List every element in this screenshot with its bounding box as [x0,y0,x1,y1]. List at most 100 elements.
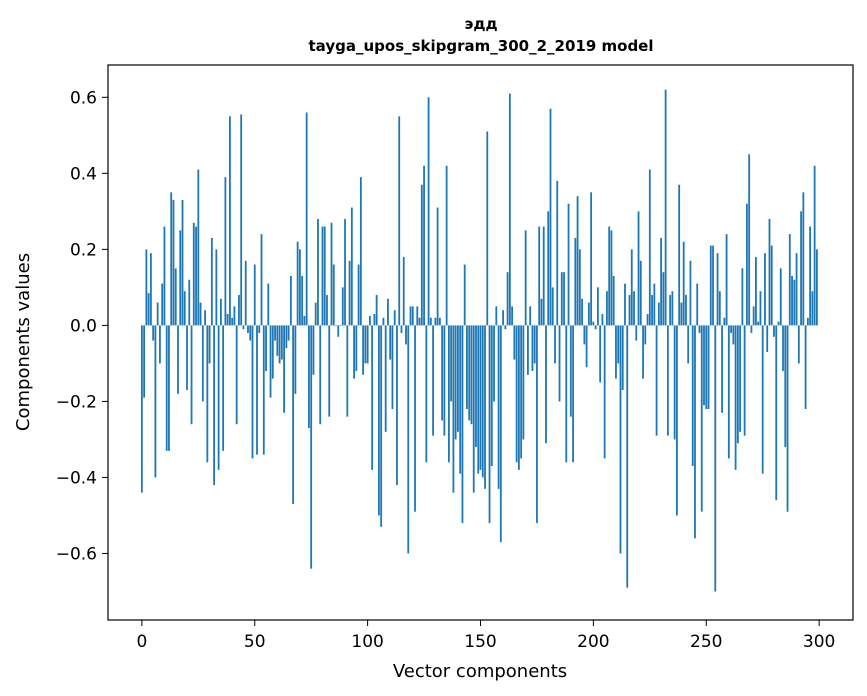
bar-177 [540,298,543,326]
x-tick-label: 300 [803,632,835,652]
bar-99 [364,325,367,364]
bar-130 [434,317,437,326]
bar-207 [608,226,611,326]
bar-107 [382,317,385,326]
bar-49 [251,325,254,459]
bar-180 [547,211,550,326]
bars-group [140,89,818,592]
bar-121 [414,325,416,512]
bar-150 [479,325,482,470]
bar-33 [215,249,218,326]
bar-6 [154,325,157,478]
bar-228 [655,325,658,436]
bar-218 [633,291,635,326]
chart-title: эдд [464,15,497,33]
bar-214 [624,283,626,326]
bar-206 [606,291,608,326]
bar-138 [452,325,455,493]
bar-125 [423,165,425,326]
bar-145 [468,325,471,421]
bar-168 [520,325,523,459]
y-tick-label: 0.0 [70,316,97,336]
bar-106 [380,325,383,527]
bar-181 [549,108,552,326]
bar-260 [727,325,730,459]
bar-221 [639,260,642,326]
bar-27 [201,325,204,402]
bar-10 [163,226,166,326]
bar-76 [312,325,315,375]
x-axis-label: Vector components [393,661,567,682]
bar-1 [143,325,146,398]
bar-46 [244,260,247,326]
bar-252 [709,245,712,326]
y-tick-label: 0.2 [70,240,97,260]
bar-29 [206,325,209,463]
x-tick-label: 150 [464,632,496,652]
bar-28 [204,310,206,326]
y-tick-label: 0.6 [70,88,97,108]
bar-215 [626,325,629,588]
bar-134 [443,325,446,436]
bar-276 [764,253,766,326]
bar-170 [524,230,527,326]
bar-205 [603,325,606,459]
bar-34 [217,325,220,470]
bar-104 [375,294,378,326]
bar-232 [664,89,667,326]
bar-257 [721,325,723,413]
bar-274 [759,291,762,326]
bar-119 [409,306,412,326]
x-tick-label: 0 [136,632,147,652]
bar-298 [813,165,816,326]
bar-266 [741,268,744,326]
bar-102 [371,325,374,470]
bar-136 [447,325,450,463]
bar-22 [190,325,193,425]
bar-163 [508,93,511,326]
bar-159 [499,325,502,543]
bar-84 [330,222,333,326]
bar-197 [585,325,588,368]
bar-100 [366,325,369,364]
bar-36 [222,325,225,451]
bar-245 [694,325,696,539]
bar-51 [256,325,258,455]
bar-88 [339,325,342,326]
y-tick-label: −0.2 [56,392,97,412]
bar-40 [231,317,234,326]
bar-101 [368,315,371,326]
bar-173 [531,325,534,372]
bar-30 [208,325,211,364]
bar-111 [391,325,394,410]
bar-299 [815,249,818,326]
bar-262 [732,325,735,345]
bar-227 [653,283,656,326]
bar-77 [314,302,317,326]
bar-52 [258,325,261,333]
bar-96 [357,264,360,326]
bar-39 [229,116,231,326]
bar-98 [362,325,365,375]
bar-32 [213,325,216,486]
bar-226 [651,294,653,326]
bar-133 [441,325,444,421]
bar-58 [271,325,274,379]
bar-185 [558,325,561,402]
bar-282 [777,321,780,326]
bar-242 [687,325,690,364]
bar-93 [350,207,353,326]
bar-67 [292,325,295,505]
bar-57 [269,325,272,398]
bar-31 [210,237,213,326]
bar-54 [262,325,265,455]
bar-167 [517,325,520,470]
bar-289 [793,279,796,326]
bar-0 [140,325,143,493]
bar-120 [411,306,414,326]
bar-56 [267,283,270,326]
bar-14 [172,199,175,326]
bar-199 [590,192,593,326]
bar-59 [274,325,276,341]
bar-124 [420,184,423,326]
